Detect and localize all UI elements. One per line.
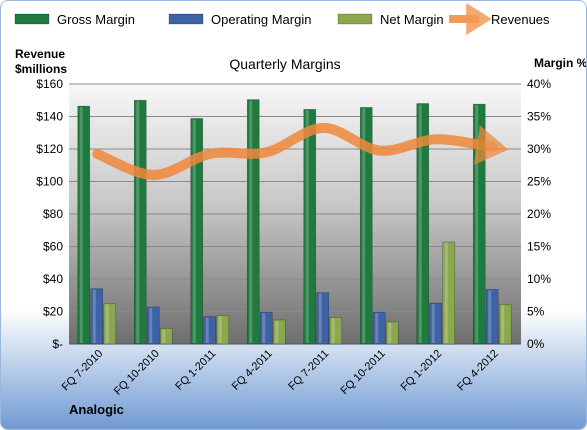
bar-highlight bbox=[79, 107, 83, 343]
right-tick-label: 15% bbox=[527, 240, 551, 254]
bar-highlight bbox=[375, 313, 379, 343]
bar-highlight bbox=[331, 318, 335, 343]
right-tick-label: 40% bbox=[527, 77, 551, 91]
left-tick-label: $20 bbox=[43, 305, 63, 319]
bar-net-margin bbox=[103, 303, 117, 345]
bar-gross-margin bbox=[303, 109, 317, 345]
bar-highlight bbox=[501, 305, 505, 343]
bar-gross-margin bbox=[246, 99, 260, 345]
bar-operating-margin bbox=[429, 302, 443, 345]
bar-highlight bbox=[388, 322, 392, 343]
right-axis-label: Margin % bbox=[534, 56, 586, 70]
bar-highlight bbox=[475, 105, 479, 344]
left-tick-label: $120 bbox=[36, 142, 63, 156]
bar-highlight bbox=[136, 101, 140, 343]
legend-label-gross-margin: Gross Margin bbox=[57, 12, 135, 27]
bar-marks bbox=[77, 99, 512, 345]
right-tick-label: 25% bbox=[527, 175, 551, 189]
legend-swatch-gross-margin bbox=[14, 13, 50, 25]
right-tick-label: 30% bbox=[527, 142, 551, 156]
bar-gross-margin bbox=[416, 103, 430, 345]
bar-operating-margin bbox=[146, 306, 160, 345]
right-tick-label: 20% bbox=[527, 207, 551, 221]
bar-highlight bbox=[488, 290, 492, 343]
left-tick-label: $60 bbox=[43, 240, 63, 254]
bar-net-margin bbox=[159, 328, 173, 345]
bar-net-margin bbox=[216, 315, 230, 345]
bar-net-margin bbox=[385, 321, 399, 345]
revenue-line bbox=[92, 122, 509, 181]
bar-highlight bbox=[218, 316, 222, 343]
legend-swatch-operating-margin bbox=[168, 13, 204, 25]
bar-highlight bbox=[444, 242, 448, 343]
left-axis-label: Revenue$millions bbox=[15, 47, 67, 76]
bar-highlight bbox=[162, 329, 166, 343]
bar-highlight bbox=[362, 108, 366, 344]
bar-highlight bbox=[192, 119, 196, 343]
left-tick-label: $140 bbox=[36, 110, 63, 124]
bar-highlight bbox=[105, 304, 109, 343]
right-tick-label: 35% bbox=[527, 110, 551, 124]
bar-net-margin bbox=[272, 319, 286, 345]
right-tick-labels: 0% 5% 10% 15% 20% 25% 30% 35% 40% bbox=[527, 77, 551, 351]
left-axis-label-line: $millions bbox=[15, 62, 67, 76]
bar-operating-margin bbox=[203, 316, 217, 345]
bar-net-margin bbox=[498, 304, 512, 345]
left-tick-label: $100 bbox=[36, 175, 63, 189]
bar-highlight bbox=[92, 289, 96, 343]
legend-label-net-margin: Net Margin bbox=[380, 12, 444, 27]
legend: Gross Margin Operating Margin Net Margin Re… bbox=[14, 3, 550, 35]
bar-operating-margin bbox=[372, 311, 386, 345]
left-axis-label-line: Revenue bbox=[15, 47, 65, 61]
left-tick-label: $160 bbox=[36, 77, 63, 91]
bar-gross-margin bbox=[359, 107, 373, 345]
chart-title: Quarterly Margins bbox=[229, 56, 340, 72]
bar-highlight bbox=[418, 104, 422, 343]
left-tick-label: $80 bbox=[43, 207, 63, 221]
bar-operating-margin bbox=[485, 289, 499, 345]
bar-highlight bbox=[249, 100, 253, 343]
left-tick-labels: $- $20 $40 $60 $80 $100 $120 $140 $160 bbox=[36, 77, 63, 351]
line-revenues bbox=[92, 122, 509, 181]
source-label: Analogic bbox=[69, 402, 124, 417]
bar-gross-margin bbox=[77, 105, 91, 345]
bar-gross-margin bbox=[190, 118, 204, 345]
bar-net-margin bbox=[329, 317, 343, 345]
bar-highlight bbox=[262, 313, 266, 343]
right-tick-label: 10% bbox=[527, 272, 551, 286]
right-tick-label: 0% bbox=[527, 337, 545, 351]
legend-label-revenues: Revenues bbox=[491, 12, 550, 27]
bar-gross-margin bbox=[133, 99, 147, 345]
left-tick-label: $40 bbox=[43, 272, 63, 286]
bar-highlight bbox=[318, 293, 322, 343]
bar-highlight bbox=[275, 320, 279, 343]
bar-highlight bbox=[431, 304, 435, 343]
legend-swatch-net-margin bbox=[337, 13, 373, 25]
bar-operating-margin bbox=[259, 311, 273, 345]
right-tick-label: 5% bbox=[527, 305, 545, 319]
bar-highlight bbox=[149, 307, 153, 343]
bar-net-margin bbox=[442, 241, 456, 345]
bar-highlight bbox=[205, 317, 209, 343]
bar-operating-margin bbox=[316, 292, 330, 345]
bar-highlight bbox=[305, 110, 309, 343]
legend-label-operating-margin: Operating Margin bbox=[211, 12, 311, 27]
bar-operating-margin bbox=[90, 288, 104, 345]
left-tick-label: $- bbox=[52, 337, 63, 351]
